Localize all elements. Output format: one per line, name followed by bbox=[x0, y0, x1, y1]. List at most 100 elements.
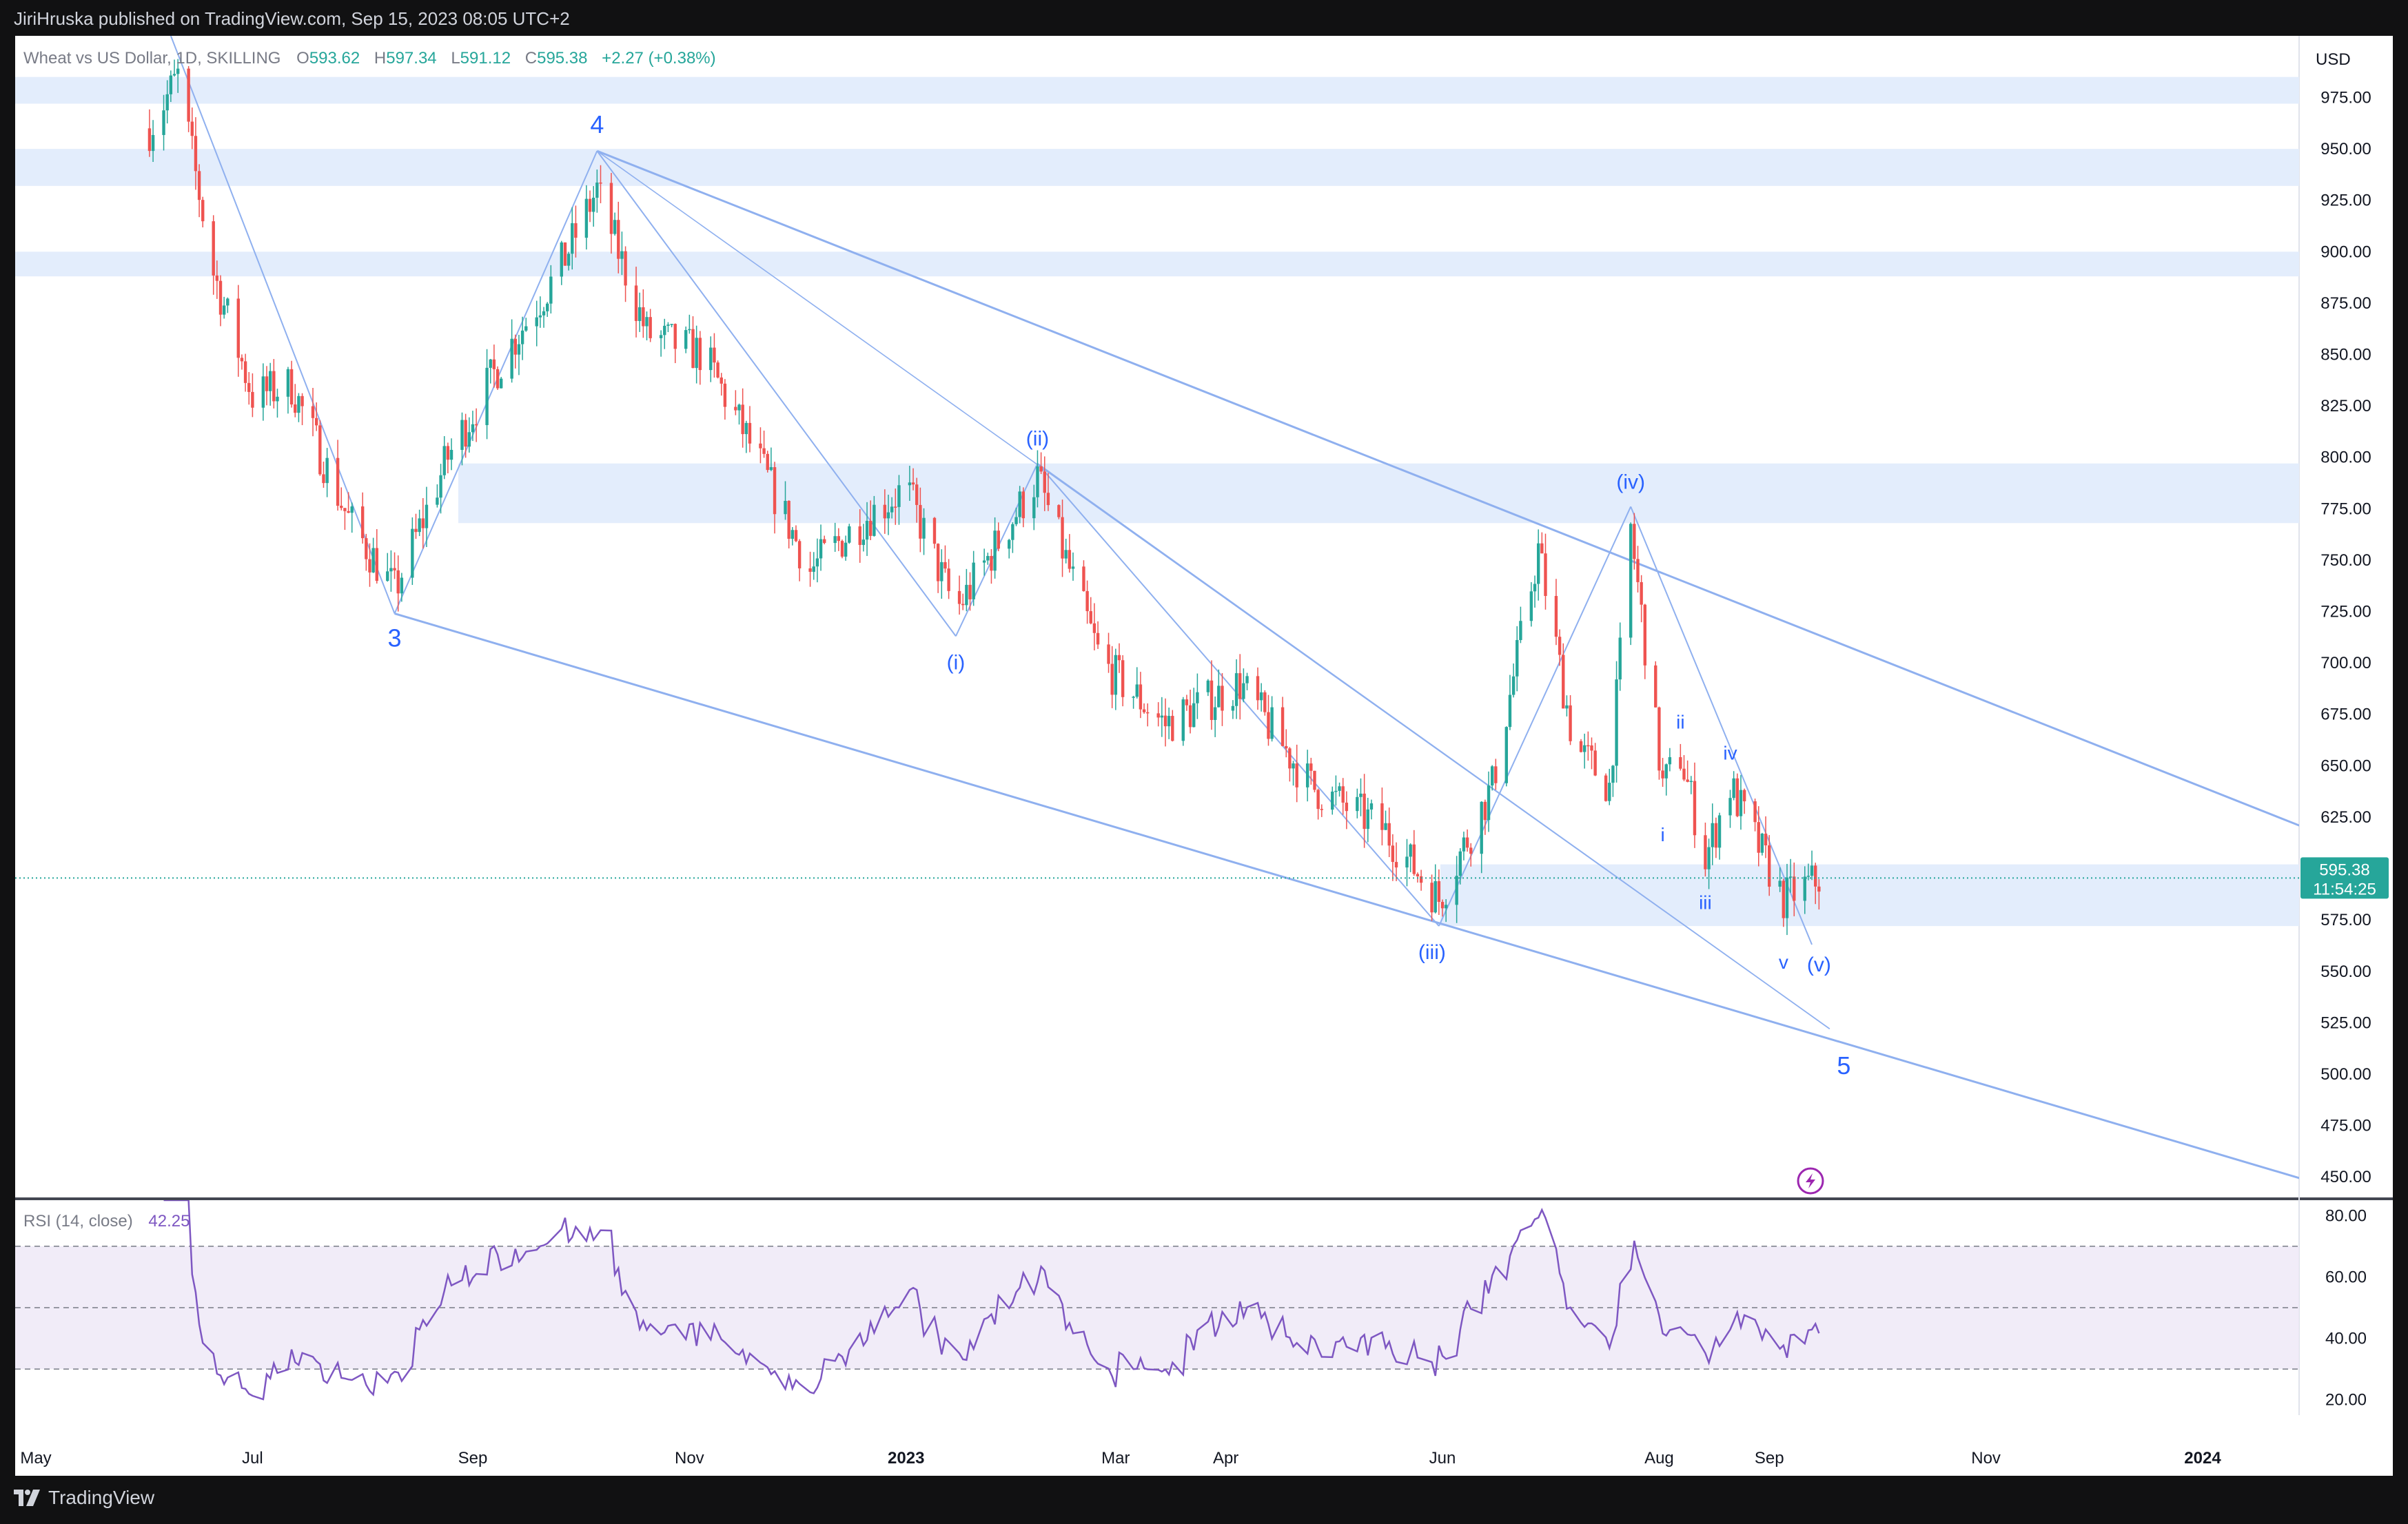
candle-body[interactable] bbox=[1668, 756, 1672, 765]
candle-body[interactable] bbox=[340, 506, 343, 508]
candle-body[interactable] bbox=[1455, 876, 1458, 905]
candle-body[interactable] bbox=[1331, 791, 1334, 810]
candle-body[interactable] bbox=[1735, 778, 1739, 816]
candle-body[interactable] bbox=[1586, 745, 1590, 747]
candle-body[interactable] bbox=[1008, 539, 1011, 549]
candle-body[interactable] bbox=[1540, 543, 1544, 554]
candle-body[interactable] bbox=[634, 285, 638, 321]
candle-body[interactable] bbox=[350, 506, 354, 513]
tradingview-logo[interactable]: TradingView bbox=[14, 1487, 154, 1509]
candle-body[interactable] bbox=[1061, 517, 1064, 559]
candle-body[interactable] bbox=[1490, 766, 1494, 786]
candle-body[interactable] bbox=[485, 367, 489, 426]
candle-body[interactable] bbox=[1338, 786, 1341, 791]
candle-body[interactable] bbox=[215, 275, 219, 281]
candle-body[interactable] bbox=[442, 446, 446, 475]
candle-body[interactable] bbox=[637, 307, 642, 321]
candle-body[interactable] bbox=[194, 136, 198, 172]
candle-body[interactable] bbox=[449, 449, 453, 460]
candle-body[interactable] bbox=[1309, 763, 1313, 771]
candle-body[interactable] bbox=[343, 508, 347, 511]
candle-body[interactable] bbox=[265, 376, 269, 391]
candle-body[interactable] bbox=[1814, 865, 1817, 887]
candle-body[interactable] bbox=[496, 369, 500, 389]
candle-body[interactable] bbox=[1210, 680, 1214, 721]
candle-body[interactable] bbox=[1640, 581, 1643, 605]
candle-body[interactable] bbox=[762, 448, 766, 454]
candle-body[interactable] bbox=[794, 530, 798, 542]
candle-body[interactable] bbox=[1345, 802, 1349, 812]
candle-body[interactable] bbox=[1793, 876, 1796, 901]
candle-body[interactable] bbox=[1245, 676, 1249, 683]
candle-body[interactable] bbox=[1554, 595, 1558, 637]
candle-body[interactable] bbox=[1313, 770, 1316, 790]
price-axis[interactable] bbox=[2299, 36, 2393, 1197]
candle-body[interactable] bbox=[1536, 543, 1540, 584]
candle-body[interactable] bbox=[549, 276, 553, 304]
candle-body[interactable] bbox=[645, 317, 649, 327]
candle-body[interactable] bbox=[1259, 692, 1263, 701]
candle-body[interactable] bbox=[1562, 655, 1565, 709]
candle-body[interactable] bbox=[1480, 801, 1483, 854]
candle-body[interactable] bbox=[1387, 823, 1391, 846]
wave-segment[interactable] bbox=[170, 36, 396, 614]
candle-body[interactable] bbox=[1369, 803, 1374, 810]
candle-body[interactable] bbox=[289, 369, 294, 405]
candle-body[interactable] bbox=[1643, 604, 1647, 666]
candle-body[interactable] bbox=[1608, 783, 1611, 801]
candle-body[interactable] bbox=[513, 338, 518, 355]
candle-body[interactable] bbox=[886, 512, 890, 519]
candle-body[interactable] bbox=[1504, 727, 1508, 783]
candle-body[interactable] bbox=[1356, 796, 1359, 812]
candle-body[interactable] bbox=[773, 467, 777, 515]
candle-body[interactable] bbox=[1071, 566, 1075, 569]
candle-body[interactable] bbox=[890, 506, 894, 513]
candle-body[interactable] bbox=[965, 584, 968, 606]
lightning-icon[interactable] bbox=[1797, 1167, 1824, 1195]
candle-body[interactable] bbox=[1519, 621, 1522, 640]
candle-body[interactable] bbox=[276, 396, 279, 402]
candle-body[interactable] bbox=[844, 542, 848, 557]
candle-body[interactable] bbox=[1714, 823, 1718, 848]
candle-body[interactable] bbox=[286, 369, 290, 397]
candle-body[interactable] bbox=[418, 518, 421, 533]
candle-body[interactable] bbox=[197, 171, 201, 200]
candle-body[interactable] bbox=[869, 520, 873, 536]
candle-body[interactable] bbox=[1192, 703, 1196, 728]
candle-body[interactable] bbox=[759, 443, 762, 449]
candle-body[interactable] bbox=[990, 555, 993, 571]
candle-body[interactable] bbox=[1611, 765, 1615, 783]
candle-body[interactable] bbox=[1636, 559, 1640, 582]
candle-body[interactable] bbox=[524, 326, 528, 331]
candle-body[interactable] bbox=[226, 298, 229, 306]
candle-body[interactable] bbox=[1593, 750, 1597, 776]
candle-body[interactable] bbox=[389, 568, 393, 572]
candle-body[interactable] bbox=[147, 128, 152, 152]
candle-body[interactable] bbox=[1753, 801, 1757, 823]
candle-body[interactable] bbox=[436, 497, 439, 505]
candle-body[interactable] bbox=[1764, 834, 1768, 845]
candle-body[interactable] bbox=[922, 517, 926, 539]
candle-body[interactable] bbox=[325, 457, 329, 484]
candle-body[interactable] bbox=[1483, 801, 1487, 821]
candle-body[interactable] bbox=[720, 377, 723, 384]
candle-body[interactable] bbox=[649, 317, 652, 338]
candle-body[interactable] bbox=[695, 338, 698, 369]
candle-body[interactable] bbox=[1458, 851, 1462, 876]
candle-body[interactable] bbox=[1682, 768, 1686, 780]
candle-body[interactable] bbox=[1185, 699, 1189, 706]
candle-body[interactable] bbox=[1046, 493, 1050, 506]
candle-body[interactable] bbox=[1487, 785, 1491, 821]
candle-body[interactable] bbox=[1391, 845, 1395, 863]
candle-body[interactable] bbox=[1018, 491, 1021, 517]
candle-body[interactable] bbox=[624, 251, 627, 286]
candle-body[interactable] bbox=[243, 361, 247, 383]
candle-body[interactable] bbox=[709, 347, 713, 371]
candle-body[interactable] bbox=[1092, 623, 1096, 633]
candle-body[interactable] bbox=[1494, 766, 1498, 783]
candle-body[interactable] bbox=[172, 74, 176, 76]
candle-body[interactable] bbox=[1117, 655, 1121, 661]
candle-body[interactable] bbox=[1181, 699, 1185, 741]
candle-body[interactable] bbox=[688, 329, 691, 331]
